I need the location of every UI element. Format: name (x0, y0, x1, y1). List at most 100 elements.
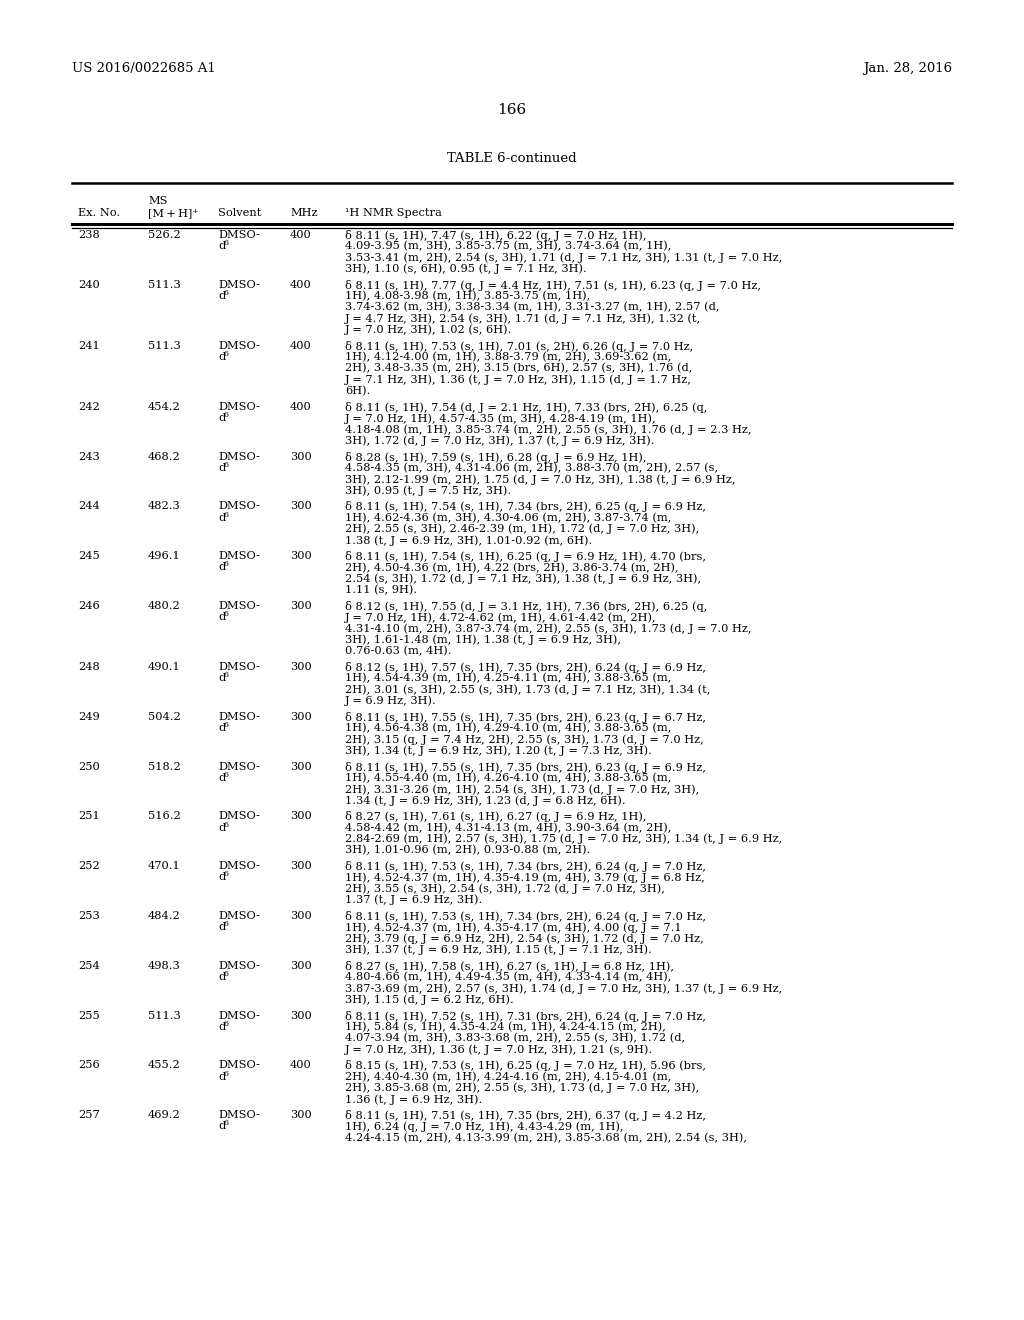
Text: 498.3: 498.3 (148, 961, 181, 970)
Text: δ 8.11 (s, 1H), 7.54 (d, J = 2.1 Hz, 1H), 7.33 (brs, 2H), 6.25 (q,: δ 8.11 (s, 1H), 7.54 (d, J = 2.1 Hz, 1H)… (345, 401, 708, 413)
Text: DMSO-: DMSO- (218, 451, 260, 462)
Text: d: d (218, 1122, 225, 1131)
Text: 238: 238 (78, 230, 99, 240)
Text: 4.09-3.95 (m, 3H), 3.85-3.75 (m, 3H), 3.74-3.64 (m, 1H),: 4.09-3.95 (m, 3H), 3.85-3.75 (m, 3H), 3.… (345, 242, 672, 252)
Text: 1.11 (s, 9H).: 1.11 (s, 9H). (345, 585, 417, 595)
Text: 1H), 4.62-4.36 (m, 3H), 4.30-4.06 (m, 2H), 3.87-3.74 (m,: 1H), 4.62-4.36 (m, 3H), 4.30-4.06 (m, 2H… (345, 512, 672, 523)
Text: d: d (218, 1022, 225, 1032)
Text: δ 8.27 (s, 1H), 7.58 (s, 1H), 6.27 (s, 1H), J = 6.8 Hz, 1H),: δ 8.27 (s, 1H), 7.58 (s, 1H), 6.27 (s, 1… (345, 961, 674, 972)
Text: DMSO-: DMSO- (218, 601, 260, 611)
Text: 400: 400 (290, 341, 311, 351)
Text: 6: 6 (224, 411, 229, 418)
Text: d: d (218, 290, 225, 301)
Text: δ 8.11 (s, 1H), 7.55 (s, 1H), 7.35 (brs, 2H), 6.23 (q, J = 6.7 Hz,: δ 8.11 (s, 1H), 7.55 (s, 1H), 7.35 (brs,… (345, 711, 706, 723)
Text: 455.2: 455.2 (148, 1060, 181, 1071)
Text: δ 8.11 (s, 1H), 7.52 (s, 1H), 7.31 (brs, 2H), 6.24 (q, J = 7.0 Hz,: δ 8.11 (s, 1H), 7.52 (s, 1H), 7.31 (brs,… (345, 1011, 706, 1022)
Text: d: d (218, 923, 225, 932)
Text: 1H), 4.56-4.38 (m, 1H), 4.29-4.10 (m, 4H), 3.88-3.65 (m,: 1H), 4.56-4.38 (m, 1H), 4.29-4.10 (m, 4H… (345, 723, 672, 734)
Text: 3H), 1.01-0.96 (m, 2H), 0.93-0.88 (m, 2H).: 3H), 1.01-0.96 (m, 2H), 0.93-0.88 (m, 2H… (345, 845, 591, 855)
Text: 1H), 4.08-3.98 (m, 1H), 3.85-3.75 (m, 1H),: 1H), 4.08-3.98 (m, 1H), 3.85-3.75 (m, 1H… (345, 290, 590, 301)
Text: 300: 300 (290, 552, 311, 561)
Text: 255: 255 (78, 1011, 99, 1020)
Text: δ 8.11 (s, 1H), 7.51 (s, 1H), 7.35 (brs, 2H), 6.37 (q, J = 4.2 Hz,: δ 8.11 (s, 1H), 7.51 (s, 1H), 7.35 (brs,… (345, 1110, 706, 1121)
Text: 243: 243 (78, 451, 99, 462)
Text: d: d (218, 463, 225, 473)
Text: 300: 300 (290, 762, 311, 772)
Text: 400: 400 (290, 1060, 311, 1071)
Text: 6: 6 (224, 870, 229, 878)
Text: 166: 166 (498, 103, 526, 117)
Text: 300: 300 (290, 601, 311, 611)
Text: Solvent: Solvent (218, 209, 261, 218)
Text: ¹H NMR Spectra: ¹H NMR Spectra (345, 209, 442, 218)
Text: 3.87-3.69 (m, 2H), 2.57 (s, 3H), 1.74 (d, J = 7.0 Hz, 3H), 1.37 (t, J = 6.9 Hz,: 3.87-3.69 (m, 2H), 2.57 (s, 3H), 1.74 (d… (345, 983, 782, 994)
Text: 300: 300 (290, 861, 311, 871)
Text: 251: 251 (78, 812, 99, 821)
Text: DMSO-: DMSO- (218, 401, 260, 412)
Text: d: d (218, 673, 225, 684)
Text: 2H), 3.01 (s, 3H), 2.55 (s, 3H), 1.73 (d, J = 7.1 Hz, 3H), 1.34 (t,: 2H), 3.01 (s, 3H), 2.55 (s, 3H), 1.73 (d… (345, 684, 711, 694)
Text: 2.54 (s, 3H), 1.72 (d, J = 7.1 Hz, 3H), 1.38 (t, J = 6.9 Hz, 3H),: 2.54 (s, 3H), 1.72 (d, J = 7.1 Hz, 3H), … (345, 574, 701, 585)
Text: 468.2: 468.2 (148, 451, 181, 462)
Text: 2.84-2.69 (m, 1H), 2.57 (s, 3H), 1.75 (d, J = 7.0 Hz, 3H), 1.34 (t, J = 6.9 Hz,: 2.84-2.69 (m, 1H), 2.57 (s, 3H), 1.75 (d… (345, 834, 782, 845)
Text: DMSO-: DMSO- (218, 230, 260, 240)
Text: 300: 300 (290, 911, 311, 921)
Text: J = 7.1 Hz, 3H), 1.36 (t, J = 7.0 Hz, 3H), 1.15 (d, J = 1.7 Hz,: J = 7.1 Hz, 3H), 1.36 (t, J = 7.0 Hz, 3H… (345, 375, 692, 385)
Text: 3H), 1.37 (t, J = 6.9 Hz, 3H), 1.15 (t, J = 7.1 Hz, 3H).: 3H), 1.37 (t, J = 6.9 Hz, 3H), 1.15 (t, … (345, 945, 652, 956)
Text: 2H), 3.79 (q, J = 6.9 Hz, 2H), 2.54 (s, 3H), 1.72 (d, J = 7.0 Hz,: 2H), 3.79 (q, J = 6.9 Hz, 2H), 2.54 (s, … (345, 933, 703, 944)
Text: 252: 252 (78, 861, 99, 871)
Text: 6: 6 (224, 239, 229, 247)
Text: 511.3: 511.3 (148, 1011, 181, 1020)
Text: 3H), 1.10 (s, 6H), 0.95 (t, J = 7.1 Hz, 3H).: 3H), 1.10 (s, 6H), 0.95 (t, J = 7.1 Hz, … (345, 264, 587, 275)
Text: J = 6.9 Hz, 3H).: J = 6.9 Hz, 3H). (345, 696, 437, 706)
Text: 3.53-3.41 (m, 2H), 2.54 (s, 3H), 1.71 (d, J = 7.1 Hz, 3H), 1.31 (t, J = 7.0 Hz,: 3.53-3.41 (m, 2H), 2.54 (s, 3H), 1.71 (d… (345, 252, 782, 263)
Text: 1.36 (t, J = 6.9 Hz, 3H).: 1.36 (t, J = 6.9 Hz, 3H). (345, 1094, 482, 1105)
Text: 1H), 6.24 (q, J = 7.0 Hz, 1H), 4.43-4.29 (m, 1H),: 1H), 6.24 (q, J = 7.0 Hz, 1H), 4.43-4.29… (345, 1122, 624, 1133)
Text: δ 8.15 (s, 1H), 7.53 (s, 1H), 6.25 (q, J = 7.0 Hz, 1H), 5.96 (brs,: δ 8.15 (s, 1H), 7.53 (s, 1H), 6.25 (q, J… (345, 1060, 706, 1072)
Text: 6: 6 (224, 1069, 229, 1077)
Text: δ 8.11 (s, 1H), 7.54 (s, 1H), 7.34 (brs, 2H), 6.25 (q, J = 6.9 Hz,: δ 8.11 (s, 1H), 7.54 (s, 1H), 7.34 (brs,… (345, 502, 706, 512)
Text: DMSO-: DMSO- (218, 341, 260, 351)
Text: 6: 6 (224, 561, 229, 569)
Text: 1.34 (t, J = 6.9 Hz, 3H), 1.23 (d, J = 6.8 Hz, 6H).: 1.34 (t, J = 6.9 Hz, 3H), 1.23 (d, J = 6… (345, 795, 626, 805)
Text: 496.1: 496.1 (148, 552, 181, 561)
Text: 4.31-4.10 (m, 2H), 3.87-3.74 (m, 2H), 2.55 (s, 3H), 1.73 (d, J = 7.0 Hz,: 4.31-4.10 (m, 2H), 3.87-3.74 (m, 2H), 2.… (345, 623, 752, 634)
Text: DMSO-: DMSO- (218, 280, 260, 290)
Text: J = 7.0 Hz, 1H), 4.72-4.62 (m, 1H), 4.61-4.42 (m, 2H),: J = 7.0 Hz, 1H), 4.72-4.62 (m, 1H), 4.61… (345, 612, 656, 623)
Text: δ 8.28 (s, 1H), 7.59 (s, 1H), 6.28 (q, J = 6.9 Hz, 1H),: δ 8.28 (s, 1H), 7.59 (s, 1H), 6.28 (q, J… (345, 451, 646, 462)
Text: 244: 244 (78, 502, 99, 511)
Text: 4.80-4.66 (m, 1H), 4.49-4.35 (m, 4H), 4.33-4.14 (m, 4H),: 4.80-4.66 (m, 1H), 4.49-4.35 (m, 4H), 4.… (345, 972, 672, 982)
Text: 400: 400 (290, 280, 311, 290)
Text: 242: 242 (78, 401, 99, 412)
Text: 0.76-0.63 (m, 4H).: 0.76-0.63 (m, 4H). (345, 645, 452, 656)
Text: 526.2: 526.2 (148, 230, 181, 240)
Text: DMSO-: DMSO- (218, 762, 260, 772)
Text: 2H), 3.48-3.35 (m, 2H), 3.15 (brs, 6H), 2.57 (s, 3H), 1.76 (d,: 2H), 3.48-3.35 (m, 2H), 3.15 (brs, 6H), … (345, 363, 692, 374)
Text: 6: 6 (224, 461, 229, 469)
Text: US 2016/0022685 A1: US 2016/0022685 A1 (72, 62, 216, 75)
Text: d: d (218, 352, 225, 362)
Text: 516.2: 516.2 (148, 812, 181, 821)
Text: 6H).: 6H). (345, 385, 371, 396)
Text: 2H), 3.31-3.26 (m, 1H), 2.54 (s, 3H), 1.73 (d, J = 7.0 Hz, 3H),: 2H), 3.31-3.26 (m, 1H), 2.54 (s, 3H), 1.… (345, 784, 699, 795)
Text: 300: 300 (290, 961, 311, 970)
Text: DMSO-: DMSO- (218, 861, 260, 871)
Text: 246: 246 (78, 601, 99, 611)
Text: 4.58-4.42 (m, 1H), 4.31-4.13 (m, 4H), 3.90-3.64 (m, 2H),: 4.58-4.42 (m, 1H), 4.31-4.13 (m, 4H), 3.… (345, 822, 672, 833)
Text: 6: 6 (224, 920, 229, 928)
Text: 256: 256 (78, 1060, 99, 1071)
Text: 511.3: 511.3 (148, 341, 181, 351)
Text: 1.38 (t, J = 6.9 Hz, 3H), 1.01-0.92 (m, 6H).: 1.38 (t, J = 6.9 Hz, 3H), 1.01-0.92 (m, … (345, 535, 592, 545)
Text: δ 8.27 (s, 1H), 7.61 (s, 1H), 6.27 (q, J = 6.9 Hz, 1H),: δ 8.27 (s, 1H), 7.61 (s, 1H), 6.27 (q, J… (345, 812, 646, 822)
Text: 2H), 4.50-4.36 (m, 1H), 4.22 (brs, 2H), 3.86-3.74 (m, 2H),: 2H), 4.50-4.36 (m, 1H), 4.22 (brs, 2H), … (345, 562, 679, 573)
Text: 4.18-4.08 (m, 1H), 3.85-3.74 (m, 2H), 2.55 (s, 3H), 1.76 (d, J = 2.3 Hz,: 4.18-4.08 (m, 1H), 3.85-3.74 (m, 2H), 2.… (345, 424, 752, 434)
Text: δ 8.11 (s, 1H), 7.54 (s, 1H), 6.25 (q, J = 6.9 Hz, 1H), 4.70 (brs,: δ 8.11 (s, 1H), 7.54 (s, 1H), 6.25 (q, J… (345, 552, 706, 562)
Text: 3H), 0.95 (t, J = 7.5 Hz, 3H).: 3H), 0.95 (t, J = 7.5 Hz, 3H). (345, 486, 511, 496)
Text: 300: 300 (290, 711, 311, 722)
Text: 1H), 4.12-4.00 (m, 1H), 3.88-3.79 (m, 2H), 3.69-3.62 (m,: 1H), 4.12-4.00 (m, 1H), 3.88-3.79 (m, 2H… (345, 352, 672, 363)
Text: Jan. 28, 2016: Jan. 28, 2016 (863, 62, 952, 75)
Text: DMSO-: DMSO- (218, 1110, 260, 1121)
Text: 3H), 1.34 (t, J = 6.9 Hz, 3H), 1.20 (t, J = 7.3 Hz, 3H).: 3H), 1.34 (t, J = 6.9 Hz, 3H), 1.20 (t, … (345, 746, 652, 756)
Text: 250: 250 (78, 762, 99, 772)
Text: 2H), 4.40-4.30 (m, 1H), 4.24-4.16 (m, 2H), 4.15-4.01 (m,: 2H), 4.40-4.30 (m, 1H), 4.24-4.16 (m, 2H… (345, 1072, 672, 1082)
